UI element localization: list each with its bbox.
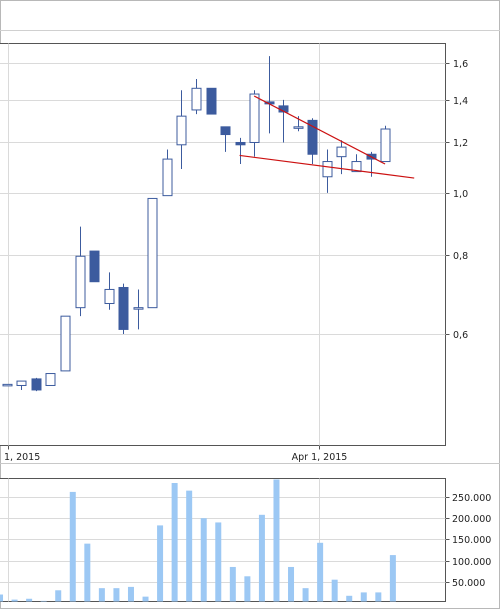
volume-bar (98, 588, 105, 602)
volume-bar (244, 576, 251, 602)
candle-body (307, 119, 318, 155)
volume-y-tick-label: 50.000 (452, 578, 485, 589)
volume-bar (375, 592, 382, 602)
volume-bar (331, 579, 338, 602)
volume-y-tick-label: 150.000 (452, 535, 491, 546)
volume-bar (273, 479, 280, 602)
volume-bar (84, 543, 91, 602)
candle-body (75, 255, 86, 309)
candle-body (293, 126, 304, 129)
volume-y-tick-label: 100.000 (452, 557, 491, 568)
volume-y-tick-label: 250.000 (452, 493, 491, 504)
candle-body (133, 307, 144, 310)
candle-body (89, 250, 100, 283)
price-grid (0, 43, 446, 446)
candlestick-series (2, 56, 391, 392)
candle-body (60, 315, 71, 372)
volume-bar (215, 522, 222, 602)
candle-body (220, 126, 231, 136)
volume-bar (157, 525, 164, 602)
trendlines (239, 95, 415, 179)
volume-bar (127, 586, 134, 602)
volume-bar (360, 592, 367, 602)
price-x-axis: 1, 2015 Apr 1, 2015 (4, 445, 348, 463)
price-y-tick-label: 1,6 (453, 59, 468, 70)
candle-body (118, 286, 129, 330)
candle-body (45, 373, 56, 386)
volume-bar (69, 491, 76, 602)
volume-bar-series (0, 479, 396, 602)
candle-body (104, 288, 115, 305)
volume-bar (186, 490, 193, 602)
candle-body (162, 158, 173, 197)
candle-body (16, 380, 27, 386)
volume-bar (142, 596, 149, 602)
price-plot-area (0, 43, 446, 446)
candle-body (176, 115, 187, 146)
candle-body (336, 146, 347, 158)
price-y-tick-label: 1,4 (453, 96, 468, 107)
volume-panel: 250.000 200.000 150.000 100.000 50.000 (0, 478, 491, 602)
volume-bar (40, 600, 47, 602)
volume-bar (346, 595, 353, 602)
candle-body (191, 87, 202, 111)
candle-body (322, 161, 333, 178)
volume-bar (288, 566, 295, 602)
price-y-tick-label: 1,0 (453, 189, 468, 200)
candle-body (31, 378, 42, 391)
price-y-tick-label: 0,6 (453, 330, 468, 341)
volume-bar (171, 483, 178, 602)
x-tick-label: Apr 1, 2015 (292, 452, 348, 463)
price-y-tick-label: 1,2 (453, 138, 468, 149)
candle-body (249, 93, 260, 143)
volume-bar (302, 588, 309, 602)
trendline (253, 95, 386, 165)
candle-body (235, 141, 246, 146)
volume-bar (229, 566, 236, 602)
candle-body (147, 197, 158, 309)
x-tick-label: 1, 2015 (4, 452, 40, 463)
volume-bar (55, 590, 62, 602)
candle-body (380, 128, 391, 163)
trendline (239, 154, 415, 179)
price-y-axis: 1,6 1,4 1,2 1,0 0,8 0,6 (445, 59, 468, 341)
price-y-tick-label: 0,8 (453, 251, 468, 262)
volume-bar (200, 518, 207, 602)
volume-bar (11, 599, 18, 602)
candle-body (206, 87, 217, 115)
candle-body (2, 383, 13, 387)
volume-bar (26, 598, 33, 602)
volume-bar (317, 542, 324, 602)
price-panel: 1,6 1,4 1,2 1,0 0,8 0,6 1, 2015 Apr 1, 2015 (0, 43, 468, 463)
volume-bar (258, 514, 265, 602)
volume-y-axis: 250.000 200.000 150.000 100.000 50.000 (445, 493, 491, 589)
volume-bar (389, 555, 396, 602)
candle-body (351, 161, 362, 173)
volume-bar (0, 594, 4, 602)
volume-bar (113, 588, 120, 602)
volume-y-tick-label: 200.000 (452, 514, 491, 525)
